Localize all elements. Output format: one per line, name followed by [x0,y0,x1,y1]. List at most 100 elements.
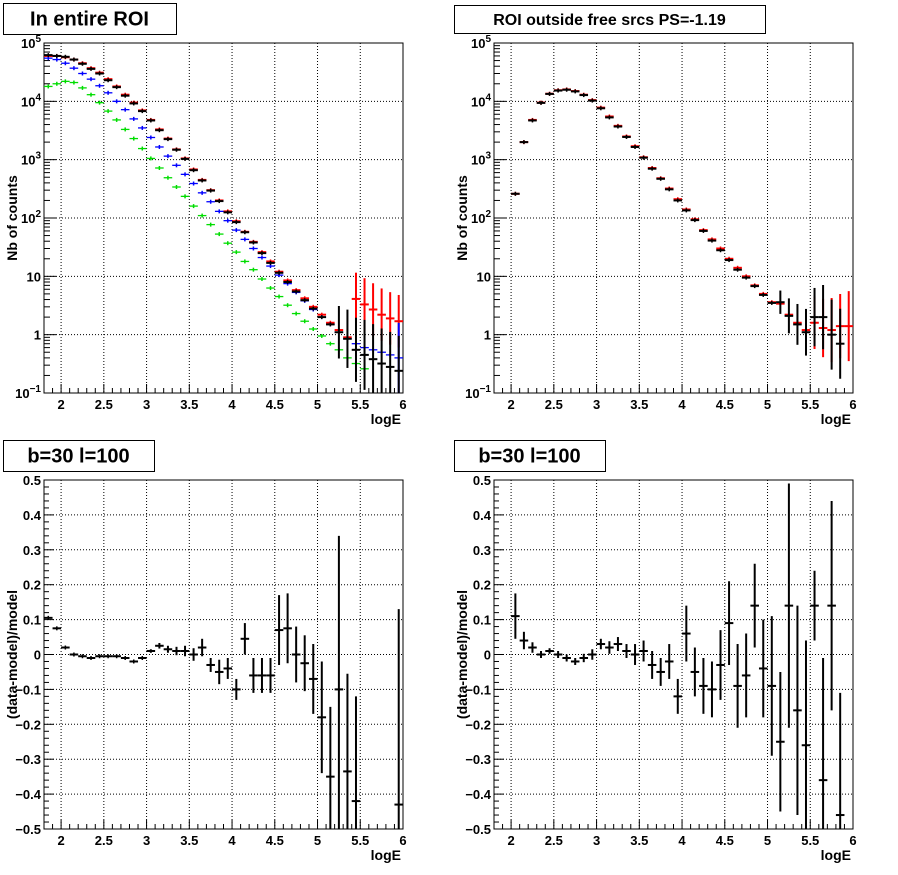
data-point [326,706,335,829]
data-point [232,228,241,233]
x-tick-label: 3 [143,833,150,848]
x-tick-label: 4 [228,397,236,412]
data-point [52,626,62,631]
data-point [78,654,87,659]
x-tick-label: 6 [849,397,856,412]
plot-frame [493,479,854,830]
data-point [172,147,181,152]
data-point [103,90,113,95]
x-tick-label: 2 [507,833,514,848]
data-point [69,66,79,71]
y-tick-label: 102 [21,209,41,226]
data-point [266,260,275,265]
x-tick-label: 4.5 [716,833,734,848]
data-point [138,109,147,114]
data-point [197,178,207,183]
data-point [257,251,267,256]
data-point [741,633,751,718]
data-point [61,61,70,66]
data-point [699,657,708,714]
y-tick-label: −0.4 [465,787,491,802]
data-point [377,328,386,393]
data-point [240,259,250,264]
x-tick-label: 2.5 [95,397,113,412]
data-point [673,198,683,203]
data-point [733,267,742,272]
data-point [44,615,53,620]
data-point [214,232,224,237]
data-point [588,98,597,103]
data-point [86,77,96,82]
y-tick-label: −0.5 [465,822,491,837]
y-tick-label: −0.2 [465,717,491,732]
data-point [300,319,309,324]
data-point [784,483,794,728]
data-point [562,87,571,92]
data-point [818,285,828,350]
data-point [300,635,309,692]
series-2 [44,56,403,393]
data-point [776,290,785,314]
data-point [827,299,836,370]
data-point [214,209,224,214]
data-point [138,125,147,130]
y-tick-label: 0 [484,648,491,663]
data-point [266,657,275,693]
data-point [163,175,173,180]
data-point [249,246,258,251]
x-tick-label: 2.5 [95,833,113,848]
data-point [180,156,190,161]
plot-frame [43,479,404,830]
data-point [528,642,537,653]
x-tick-label: 5.5 [351,833,369,848]
data-point [308,327,318,332]
data-point [605,115,614,120]
data-point [240,623,250,655]
data-point [120,655,130,660]
data-point [741,275,751,280]
data-point [673,678,683,714]
data-point [120,93,130,98]
data-point [630,644,640,665]
data-point [724,258,734,263]
title-frame [454,5,766,34]
data-point [690,647,700,697]
title-frame [3,440,155,472]
x-tick-label: 5 [764,397,771,412]
data-point [172,163,181,168]
data-point [647,651,657,679]
y-tick-label: −0.5 [15,822,41,837]
data-point [767,616,777,756]
chart-title-box-2: ROI outside free srcs PS=-1.19 [454,5,766,34]
x-tick-label: 5.5 [351,397,369,412]
data-point [326,341,335,346]
data-point [793,303,802,345]
data-point [189,181,198,186]
y-tick-label: 0.2 [23,578,41,593]
data-point [189,648,198,661]
data-point [394,335,403,393]
data-point [112,99,121,104]
data-point [274,270,284,275]
data-point [69,57,79,62]
data-point [827,500,836,711]
data-point [112,654,121,659]
data-point [291,311,301,316]
x-tick-label: 2 [57,833,64,848]
data-point [511,593,520,639]
data-point [579,653,589,663]
y-tick-label: 1 [484,328,491,343]
data-point [163,154,173,159]
data-point [223,210,233,215]
data-point [758,619,768,718]
data-point [197,638,207,657]
data-point [291,626,301,683]
data-point [690,218,700,223]
data-point [232,678,241,700]
data-point [155,642,164,649]
data-point [360,319,369,390]
data-point [317,333,327,338]
